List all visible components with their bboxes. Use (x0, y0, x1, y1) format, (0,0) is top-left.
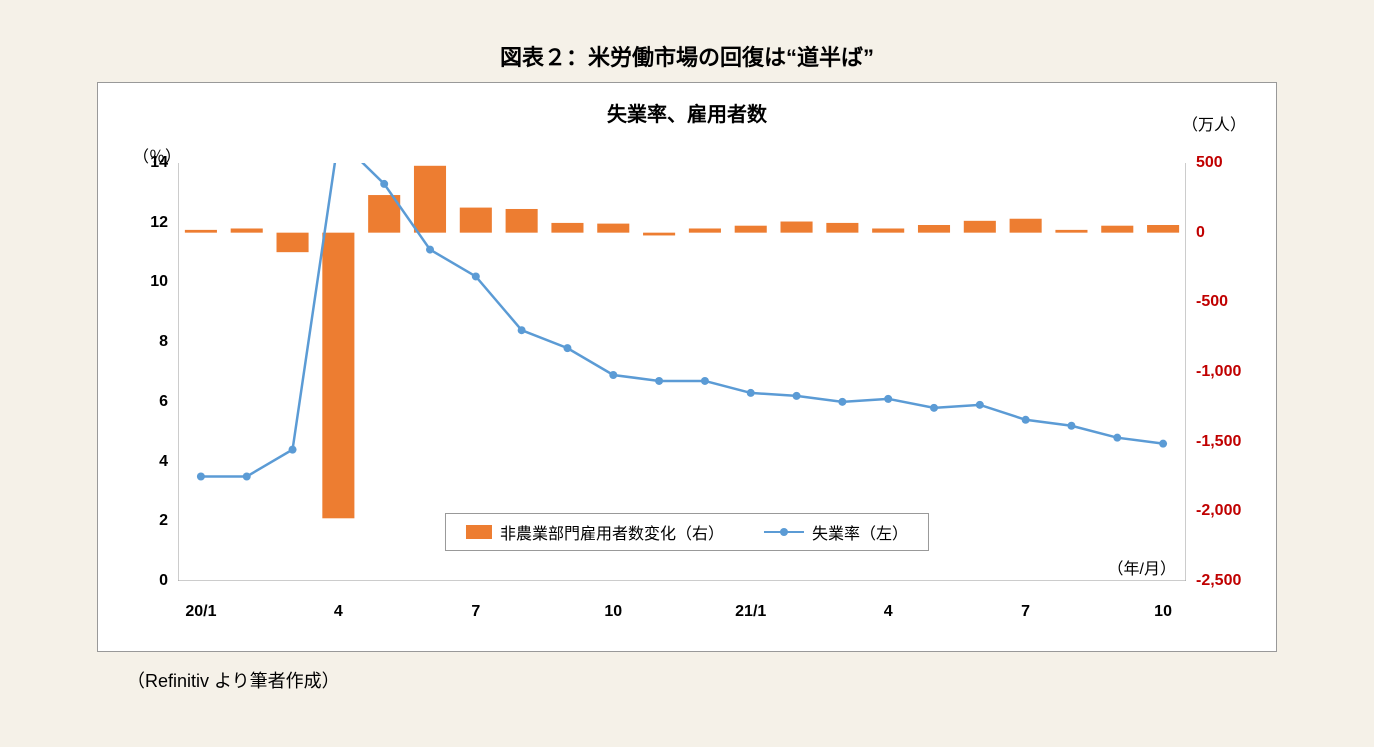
line-marker (1113, 434, 1121, 442)
legend-line-label: 失業率（左） (812, 520, 908, 544)
x-tick-label: 10 (604, 603, 622, 621)
bar (460, 208, 492, 233)
line-marker (1067, 422, 1075, 430)
legend-bar-swatch (466, 525, 492, 539)
line-marker (609, 371, 617, 379)
y-right-tick-label: -500 (1196, 293, 1228, 311)
bar (1055, 230, 1087, 233)
line-marker (472, 272, 480, 280)
legend-item-line: 失業率（左） (764, 520, 908, 544)
bar (826, 223, 858, 233)
x-tick-label: 4 (884, 603, 893, 621)
y-left-tick-label: 0 (159, 572, 168, 590)
x-tick-label: 10 (1154, 603, 1172, 621)
line-marker (289, 446, 297, 454)
line-marker (197, 473, 205, 481)
bar (964, 221, 996, 233)
y-left-tick-label: 8 (159, 333, 168, 351)
figure-container: 図表２：米労働市場の回復は“道半ば” 失業率、雇用者数 （％） （万人） （年/… (97, 40, 1277, 693)
bar (1010, 219, 1042, 233)
line-marker (976, 401, 984, 409)
bar (551, 223, 583, 233)
y-left-tick-label: 4 (159, 453, 168, 471)
legend-line-swatch (764, 531, 804, 533)
line-marker (884, 395, 892, 403)
bar (185, 230, 217, 233)
bar (735, 226, 767, 233)
bar (1101, 226, 1133, 233)
x-tick-label: 7 (471, 603, 480, 621)
bar (322, 233, 354, 519)
line-marker (747, 389, 755, 397)
y-left-tick-label: 2 (159, 512, 168, 530)
bar (1147, 225, 1179, 233)
line-marker (380, 180, 388, 188)
line-marker (1159, 440, 1167, 448)
legend: 非農業部門雇用者数変化（右） 失業率（左） (445, 513, 929, 551)
bar (231, 228, 263, 232)
bar (643, 233, 675, 236)
x-tick-label: 20/1 (185, 603, 216, 621)
y-right-tick-label: 0 (1196, 224, 1205, 242)
line-marker (426, 246, 434, 254)
line-marker (793, 392, 801, 400)
legend-bar-label: 非農業部門雇用者数変化（右） (500, 520, 724, 544)
bar (277, 233, 309, 253)
y-axis-left: 0 2 4 6 8 10 12 14 (98, 83, 178, 651)
y-right-tick-label: -1,000 (1196, 363, 1241, 381)
line-marker (930, 404, 938, 412)
y-left-tick-label: 12 (150, 214, 168, 232)
line-marker (518, 326, 526, 334)
x-tick-label: 21/1 (735, 603, 766, 621)
chart-subtitle: 失業率、雇用者数 (98, 98, 1276, 127)
bar (781, 222, 813, 233)
bar (414, 166, 446, 233)
y-right-tick-label: -2,500 (1196, 572, 1241, 590)
bar (918, 225, 950, 233)
figure-title: 図表２：米労働市場の回復は“道半ば” (97, 40, 1277, 72)
line-marker (243, 473, 251, 481)
line-marker (701, 377, 709, 385)
source-note: （Refinitiv より筆者作成） (127, 667, 1277, 693)
legend-item-bars: 非農業部門雇用者数変化（右） (466, 520, 724, 544)
y-left-tick-label: 6 (159, 393, 168, 411)
line-marker (1022, 416, 1030, 424)
bar (506, 209, 538, 233)
y-right-tick-label: 500 (1196, 154, 1223, 172)
y-left-tick-label: 10 (150, 273, 168, 291)
line-marker (655, 377, 663, 385)
y-right-tick-label: -2,000 (1196, 502, 1241, 520)
bar (872, 228, 904, 232)
x-tick-label: 7 (1021, 603, 1030, 621)
y-axis-right: 500 0 -500 -1,000 -1,500 -2,000 -2,500 (1186, 83, 1276, 651)
y-right-tick-label: -1,500 (1196, 433, 1241, 451)
line-marker (838, 398, 846, 406)
bar (689, 228, 721, 232)
plot-box: 失業率、雇用者数 （％） （万人） （年/月） 02468101214 5000… (97, 82, 1277, 652)
bar (597, 224, 629, 233)
x-tick-label: 4 (334, 603, 343, 621)
y-left-tick-label: 14 (150, 154, 168, 172)
line-marker (563, 344, 571, 352)
